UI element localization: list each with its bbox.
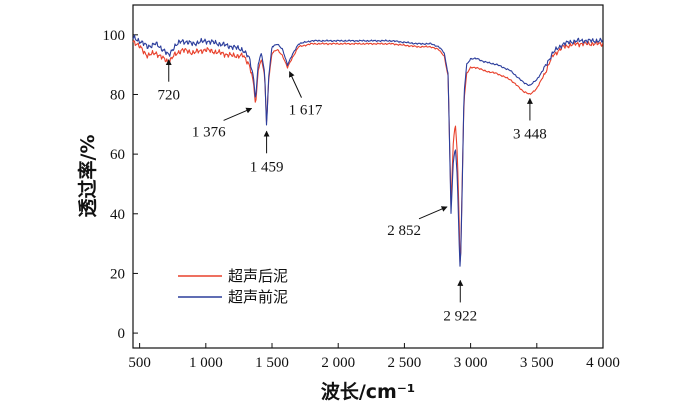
x-tick-label-2: 1 500 [255, 355, 289, 371]
x-axis-title: 波长/cm⁻¹ [321, 380, 415, 403]
annotation-label-5: 2 922 [443, 308, 477, 324]
series-line-1 [132, 34, 604, 267]
y-axis-ticks: 0 20 40 60 80 100 [103, 28, 138, 342]
annotation-label-4: 2 852 [387, 223, 421, 239]
x-tick-label-7: 4 000 [586, 355, 620, 371]
y-tick-label-2: 40 [110, 207, 125, 223]
y-tick-label-5: 100 [103, 28, 126, 44]
x-tick-label-0: 500 [128, 355, 151, 371]
annotation-arrow-4 [418, 206, 448, 220]
x-tick-label-1: 1 000 [189, 355, 223, 371]
annotation-arrow-1 [223, 107, 253, 121]
annotation-label-2: 1 459 [250, 159, 284, 175]
y-tick-label-4: 80 [110, 87, 125, 103]
annotation-layer: 720 1 376 1 459 1 617 2 852 2 922 3 448 [157, 59, 547, 324]
x-tick-label-6: 3 500 [520, 355, 554, 371]
legend: 超声后泥 超声前泥 [178, 267, 288, 306]
legend-label-after: 超声后泥 [228, 267, 288, 285]
legend-label-before: 超声前泥 [228, 288, 288, 306]
annotation-label-6: 3 448 [513, 126, 547, 142]
x-axis-ticks: 500 1 000 1 500 2 000 2 500 3 000 3 500 4 000 [128, 343, 620, 371]
y-tick-label-0: 0 [118, 326, 126, 342]
x-tick-label-3: 2 000 [321, 355, 355, 371]
annotation-arrow-3 [289, 71, 302, 98]
annotation-label-1: 1 376 [192, 124, 226, 140]
series-line-0 [132, 40, 604, 263]
annotation-label-0: 720 [157, 88, 180, 104]
annotation-label-3: 1 617 [289, 103, 323, 119]
plot-frame [132, 4, 604, 349]
x-tick-label-4: 2 500 [388, 355, 422, 371]
y-axis-title: 透过率/% [76, 135, 99, 218]
y-tick-label-3: 60 [110, 147, 125, 163]
series-layer [132, 34, 604, 267]
x-tick-label-5: 3 000 [454, 355, 488, 371]
y-tick-label-1: 20 [110, 266, 125, 282]
